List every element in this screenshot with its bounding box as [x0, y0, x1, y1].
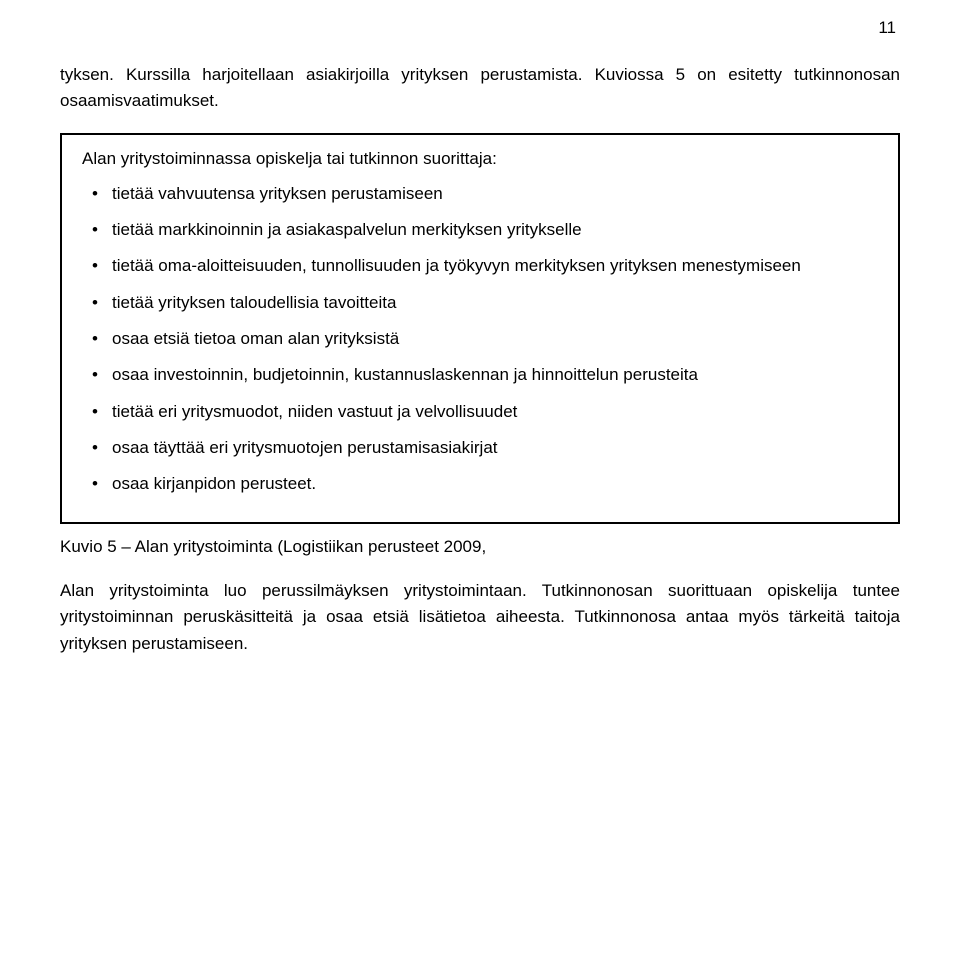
page-number: 11 [60, 18, 900, 38]
figure-caption: Kuvio 5 – Alan yritystoiminta (Logistiik… [60, 534, 900, 560]
list-item: tietää eri yritysmuodot, niiden vastuut … [112, 399, 878, 425]
box-heading: Alan yritystoiminnassa opiskelja tai tut… [82, 149, 878, 169]
list-item: osaa täyttää eri yritysmuotojen perustam… [112, 435, 878, 461]
list-item: osaa kirjanpidon perusteet. [112, 471, 878, 497]
list-item: osaa investoinnin, budjetoinnin, kustann… [112, 362, 878, 388]
document-page: 11 tyksen. Kurssilla harjoitellaan asiak… [0, 0, 960, 657]
list-item: tietää vahvuutensa yrityksen perustamise… [112, 181, 878, 207]
list-item: tietää markkinoinnin ja asiakaspalvelun … [112, 217, 878, 243]
outro-paragraph: Alan yritystoiminta luo perussilmäyksen … [60, 578, 900, 657]
list-item: osaa etsiä tietoa oman alan yrityksistä [112, 326, 878, 352]
requirements-list: tietää vahvuutensa yrityksen perustamise… [82, 181, 878, 498]
list-item: tietää oma-aloitteisuuden, tunnollisuude… [112, 253, 878, 279]
list-item: tietää yrityksen taloudellisia tavoittei… [112, 290, 878, 316]
intro-paragraph: tyksen. Kurssilla harjoitellaan asiakirj… [60, 62, 900, 115]
requirements-box: Alan yritystoiminnassa opiskelja tai tut… [60, 133, 900, 524]
